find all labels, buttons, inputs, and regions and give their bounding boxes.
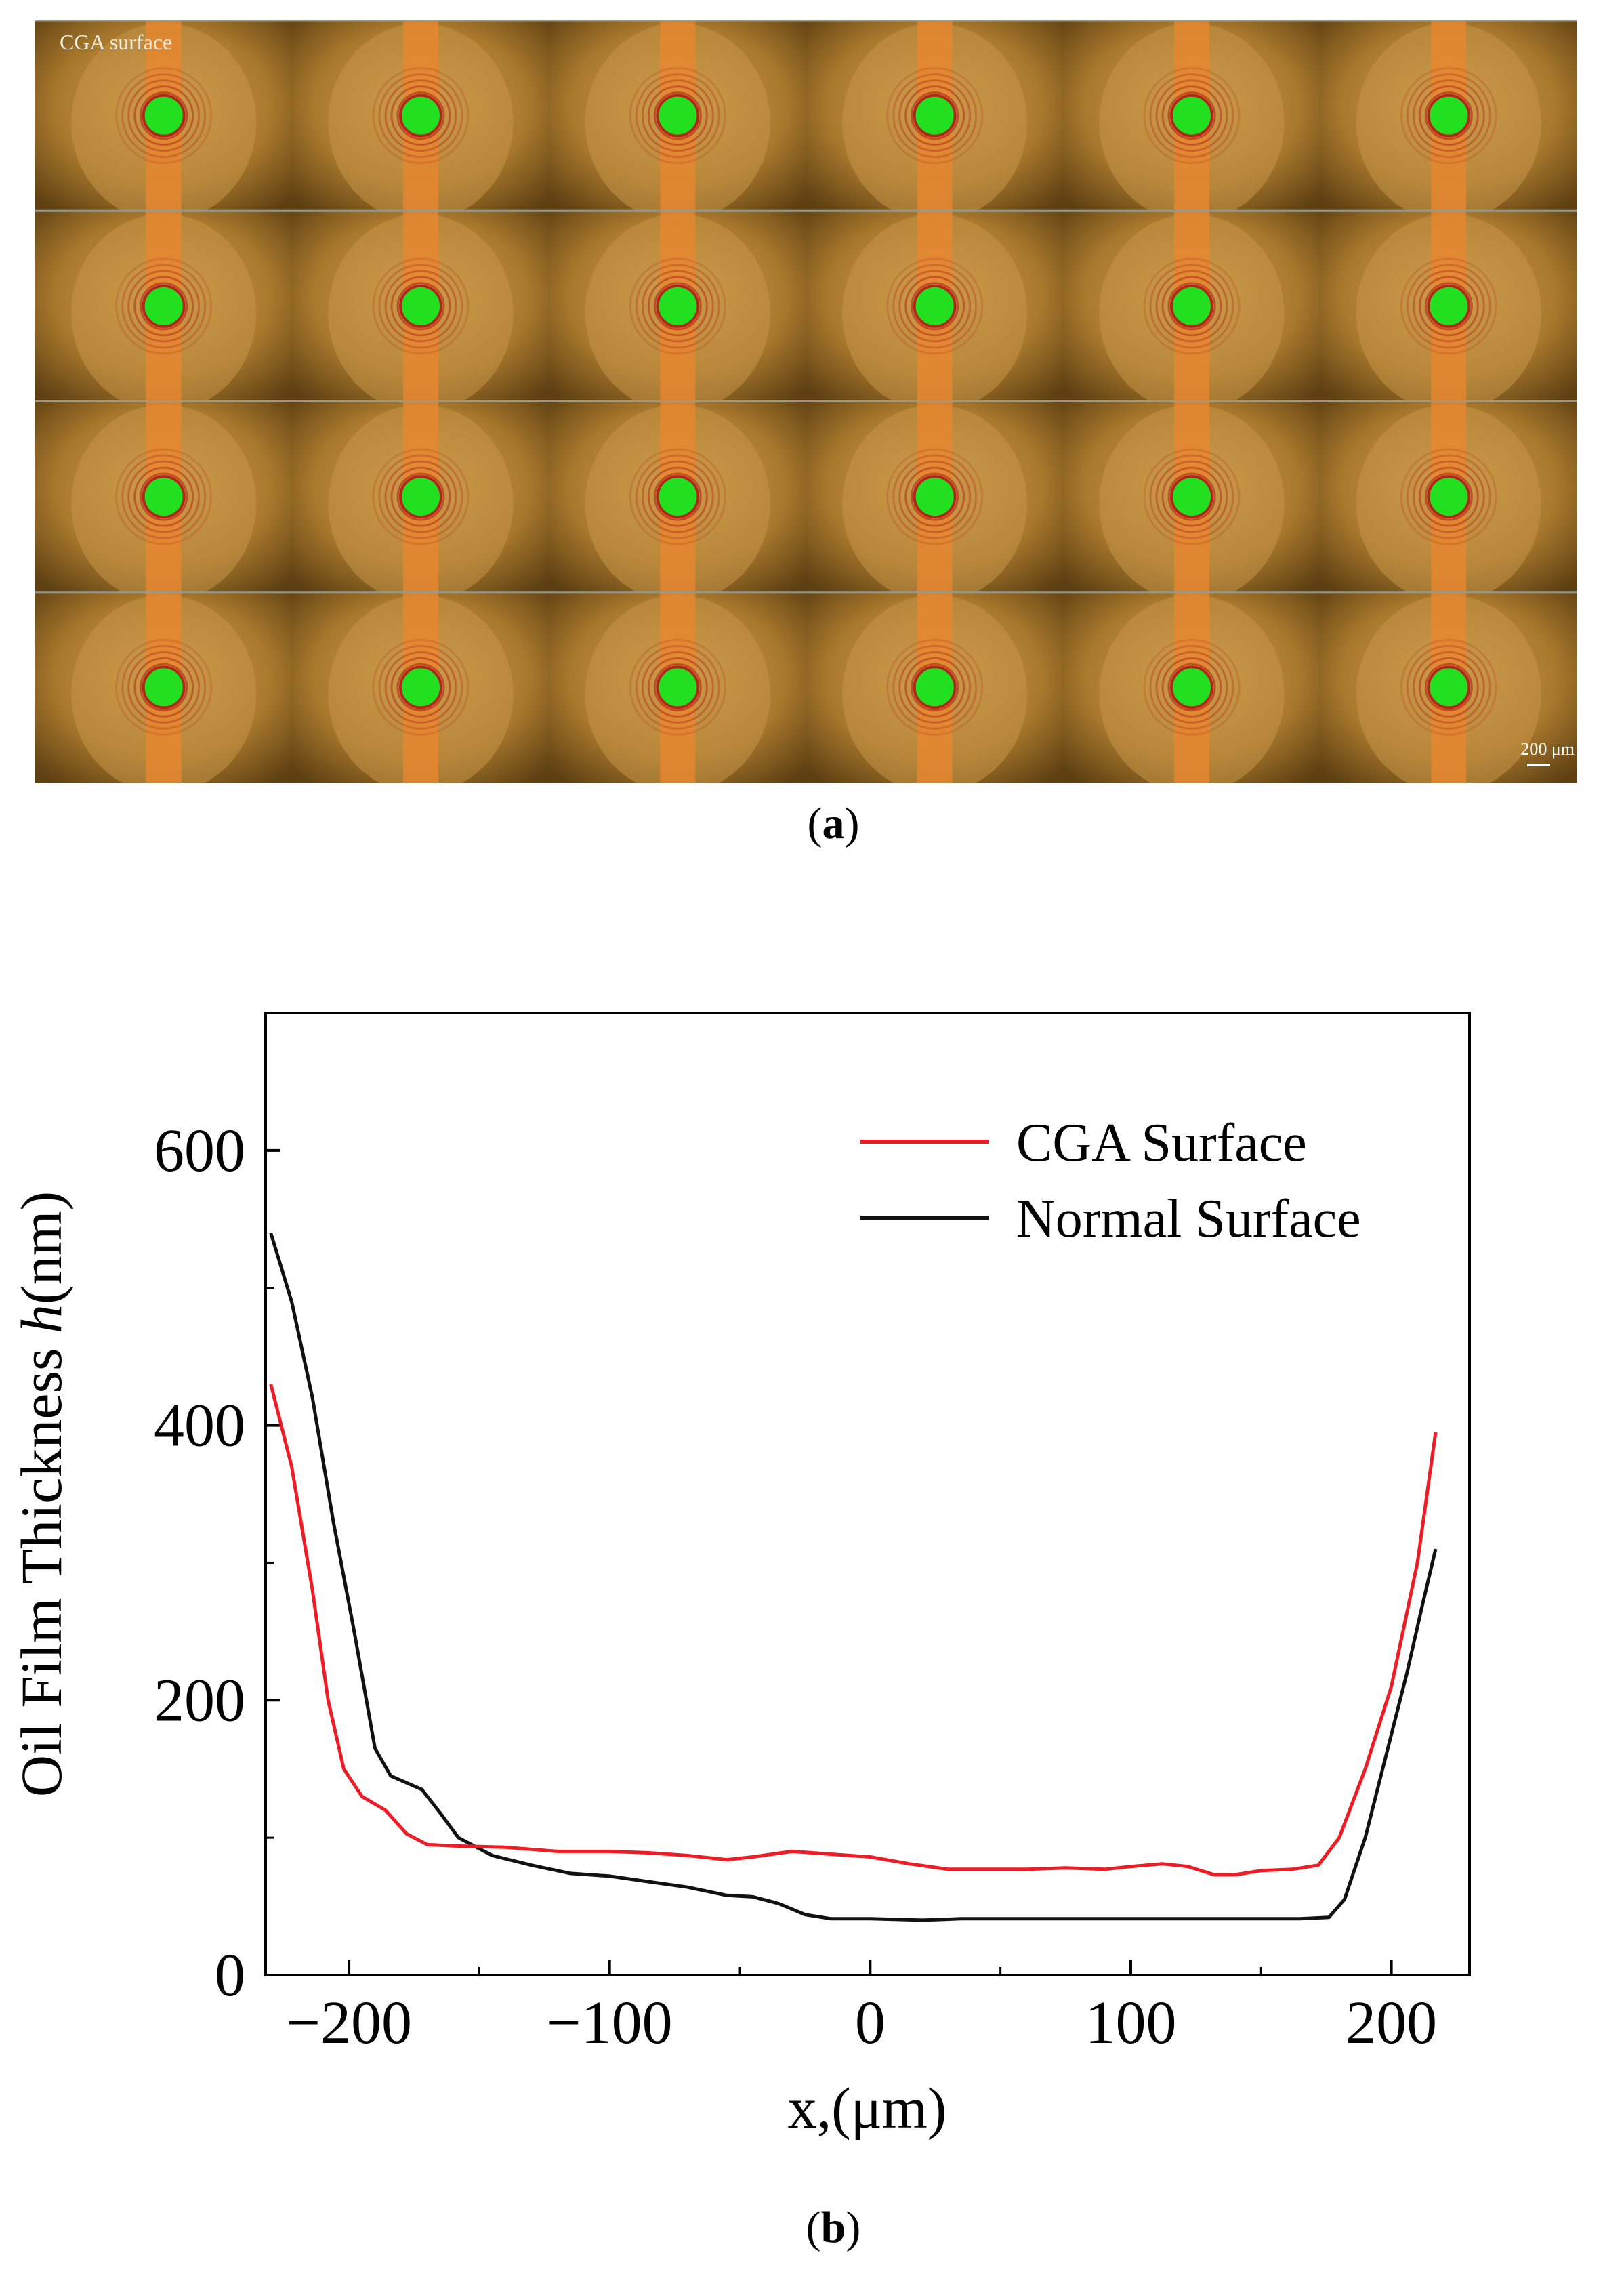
micrograph-mosaic: [35, 20, 1577, 783]
series-line-cga-surface: [269, 1384, 1438, 1877]
legend-label: Normal Surface: [1016, 1189, 1361, 1249]
micrograph-tile: [1063, 209, 1320, 413]
axis-ticks: −200 −100 0 100 200 0 200 400 600: [154, 1117, 1437, 2056]
y-tick-label: 400: [154, 1392, 245, 1459]
micrograph-tile: [806, 400, 1064, 603]
cga-surface-label: CGA surface: [60, 30, 173, 54]
y-axis-label-var: h: [9, 1304, 74, 1333]
panel-a-label-letter: a: [822, 799, 845, 848]
x-tick-label: −100: [547, 1989, 673, 2056]
x-tick-label: 100: [1085, 1989, 1176, 2056]
panel-b-label: (b): [779, 2202, 888, 2254]
panel-b-label-letter: b: [820, 2203, 846, 2252]
x-axis-label: x,(μm): [788, 2075, 947, 2140]
micrograph-tile: [806, 591, 1064, 783]
panel-a-label-close: ): [844, 799, 860, 848]
y-axis-label-suffix: (nm): [9, 1191, 74, 1304]
scale-bar-label: 200 μm: [1520, 739, 1575, 759]
y-axis-label: Oil Film Thickness h(nm): [9, 1191, 74, 1797]
series-lines: [269, 1232, 1438, 1922]
y-tick-label: 600: [154, 1117, 245, 1184]
x-tick-label: −200: [286, 1989, 412, 2056]
oil-film-thickness-chart: −200 −100 0 100 200 0 200 400 600 CGA Surface Nor…: [9, 1012, 1471, 2140]
micrograph-tile: [292, 591, 549, 783]
micrograph-tile: [35, 20, 293, 222]
micrograph-tile: [1320, 20, 1577, 222]
micrograph-tile: [35, 400, 293, 603]
y-tick-label: 200: [154, 1667, 245, 1734]
series-line-normal-surface: [269, 1232, 1438, 1922]
micrograph-tile: [1320, 591, 1577, 783]
y-axis-label-prefix: Oil Film Thickness: [9, 1333, 74, 1797]
y-tick-label: 0: [215, 1942, 245, 2009]
scale-bar: [1527, 764, 1550, 766]
micrograph-tile: [292, 209, 549, 413]
legend: CGA Surface Normal Surface: [860, 1113, 1361, 1249]
plot-frame: [264, 1012, 1471, 1976]
micrograph-tile: [1063, 591, 1320, 783]
x-tick-label: 200: [1346, 1989, 1437, 2056]
panel-b-label-close: ): [846, 2203, 861, 2252]
micrograph-tile: [806, 209, 1064, 413]
micrograph-grid: CGA surface 200 μm: [35, 20, 1577, 783]
micrograph-tile: [35, 209, 293, 413]
micrograph-tile: [292, 400, 549, 603]
panel-a-label: (a): [779, 798, 888, 850]
x-tick-label: 0: [855, 1989, 886, 2056]
micrograph-tile: [549, 209, 806, 413]
legend-label: CGA Surface: [1016, 1113, 1307, 1173]
panel-b-label-open: (: [806, 2203, 821, 2252]
micrograph-tile: [549, 591, 806, 783]
micrograph-tile: [292, 20, 549, 222]
micrograph-tile: [1063, 400, 1320, 603]
panel-a-label-open: (: [807, 799, 823, 848]
micrograph-tile: [1320, 209, 1577, 413]
micrograph-tile: [549, 400, 806, 603]
micrograph-tile: [1320, 400, 1577, 603]
micrograph-tile: [806, 20, 1064, 222]
micrograph-tile: [1063, 20, 1320, 222]
micrograph-tile: [35, 591, 293, 783]
micrograph-tile: [549, 20, 806, 222]
